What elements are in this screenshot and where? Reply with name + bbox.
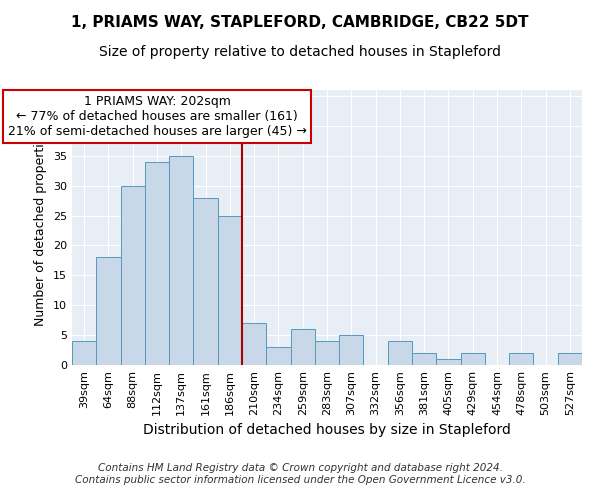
Bar — [96, 258, 121, 365]
Bar — [72, 341, 96, 365]
Bar — [218, 216, 242, 365]
Bar — [509, 353, 533, 365]
Bar — [145, 162, 169, 365]
Text: Size of property relative to detached houses in Stapleford: Size of property relative to detached ho… — [99, 45, 501, 59]
Bar — [290, 329, 315, 365]
Bar — [193, 198, 218, 365]
Text: 1 PRIAMS WAY: 202sqm
← 77% of detached houses are smaller (161)
21% of semi-deta: 1 PRIAMS WAY: 202sqm ← 77% of detached h… — [8, 96, 307, 138]
Bar — [266, 347, 290, 365]
Bar — [436, 359, 461, 365]
Bar — [461, 353, 485, 365]
Text: Contains HM Land Registry data © Crown copyright and database right 2024.
Contai: Contains HM Land Registry data © Crown c… — [74, 464, 526, 485]
Text: 1, PRIAMS WAY, STAPLEFORD, CAMBRIDGE, CB22 5DT: 1, PRIAMS WAY, STAPLEFORD, CAMBRIDGE, CB… — [71, 15, 529, 30]
Bar — [339, 335, 364, 365]
X-axis label: Distribution of detached houses by size in Stapleford: Distribution of detached houses by size … — [143, 424, 511, 438]
Bar — [315, 341, 339, 365]
Bar — [388, 341, 412, 365]
Y-axis label: Number of detached properties: Number of detached properties — [34, 129, 47, 326]
Bar — [169, 156, 193, 365]
Bar — [242, 323, 266, 365]
Bar — [558, 353, 582, 365]
Bar — [412, 353, 436, 365]
Bar — [121, 186, 145, 365]
